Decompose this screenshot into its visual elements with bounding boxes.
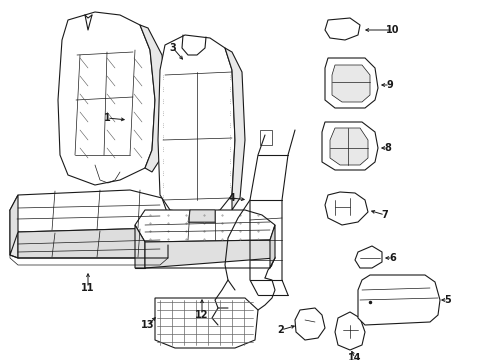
Polygon shape <box>10 190 168 232</box>
Text: 4: 4 <box>228 193 235 203</box>
Polygon shape <box>294 308 325 340</box>
Polygon shape <box>10 195 18 255</box>
Text: 8: 8 <box>384 143 390 153</box>
Polygon shape <box>187 210 215 222</box>
Polygon shape <box>334 312 364 350</box>
Text: 2: 2 <box>277 325 284 335</box>
Text: 12: 12 <box>195 310 208 320</box>
Polygon shape <box>135 210 274 242</box>
Text: 1: 1 <box>103 113 110 123</box>
Polygon shape <box>329 128 367 165</box>
Text: 3: 3 <box>169 43 176 53</box>
Text: 7: 7 <box>381 210 387 220</box>
Polygon shape <box>325 58 377 108</box>
Text: 9: 9 <box>386 80 392 90</box>
Text: 14: 14 <box>347 353 361 360</box>
Polygon shape <box>269 225 274 268</box>
Polygon shape <box>140 25 167 172</box>
Text: 5: 5 <box>444 295 450 305</box>
Polygon shape <box>325 192 367 225</box>
Polygon shape <box>155 298 258 348</box>
Polygon shape <box>135 225 145 268</box>
Polygon shape <box>158 35 235 215</box>
Polygon shape <box>325 18 359 40</box>
Text: 6: 6 <box>389 253 396 263</box>
Text: 11: 11 <box>81 283 95 293</box>
Polygon shape <box>321 122 377 170</box>
Polygon shape <box>145 240 274 268</box>
Polygon shape <box>260 130 271 145</box>
Polygon shape <box>224 48 244 210</box>
Polygon shape <box>354 246 381 268</box>
Polygon shape <box>357 275 439 325</box>
Text: 13: 13 <box>141 320 154 330</box>
Polygon shape <box>331 65 369 102</box>
Polygon shape <box>58 12 155 185</box>
Polygon shape <box>18 228 168 258</box>
Polygon shape <box>10 210 18 258</box>
Text: 10: 10 <box>386 25 399 35</box>
